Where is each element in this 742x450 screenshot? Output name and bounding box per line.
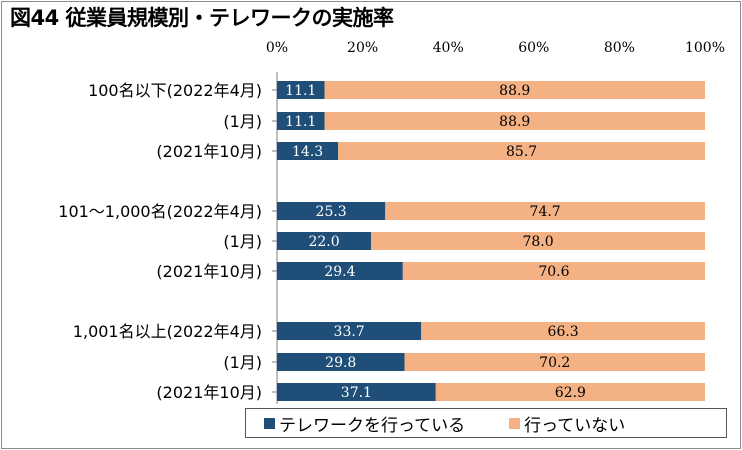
x-tick-label: 100% — [685, 40, 725, 56]
bar-segment — [324, 81, 705, 99]
bar-segment — [277, 142, 339, 160]
bar-segment — [324, 112, 705, 130]
legend-item-doing: テレワークを行っている — [264, 411, 465, 436]
chart-title: 図44 従業員規模別・テレワークの実施率 — [10, 6, 394, 30]
data-label: 29.8 — [325, 355, 356, 371]
bar-segment — [277, 81, 325, 99]
bar-segment — [277, 322, 422, 340]
category-label: (1月) — [223, 232, 262, 251]
bar-segment — [277, 262, 403, 280]
category-label: (2021年10月) — [156, 383, 262, 402]
data-label: 22.0 — [308, 234, 339, 250]
category-label: 1,001名以上(2022年4月) — [73, 322, 262, 341]
data-label: 11.1 — [285, 83, 316, 99]
data-label: 37.1 — [341, 385, 372, 401]
legend-label-not-doing: 行っていない — [524, 415, 626, 436]
data-label: 14.3 — [292, 144, 323, 160]
data-label: 88.9 — [499, 114, 530, 130]
bar-segment — [277, 202, 386, 220]
category-label: (2021年10月) — [156, 142, 262, 161]
data-label: 33.7 — [334, 324, 365, 340]
data-label: 29.4 — [324, 264, 355, 280]
x-tick-label: 80% — [604, 40, 635, 56]
data-label: 70.2 — [539, 355, 570, 371]
data-label: 70.6 — [538, 264, 569, 280]
bar-segment — [371, 232, 705, 250]
data-label: 62.9 — [555, 385, 586, 401]
category-label: 101～1,000名(2022年4月) — [58, 202, 262, 221]
data-label: 78.0 — [522, 234, 553, 250]
x-tick-label: 60% — [518, 40, 549, 56]
bar-segment — [404, 353, 705, 371]
data-label: 66.3 — [548, 324, 579, 340]
legend-swatch-not-doing — [509, 417, 521, 429]
bar-segment — [421, 322, 705, 340]
bar-segment — [277, 112, 325, 130]
x-tick-label: 40% — [433, 40, 464, 56]
legend-swatch-doing — [264, 417, 275, 429]
data-label: 25.3 — [316, 204, 347, 220]
chart-legend: テレワークを行っている 行っていない — [245, 408, 727, 438]
data-label: 11.1 — [285, 114, 316, 130]
bar-segment — [277, 353, 405, 371]
category-label: (1月) — [223, 353, 262, 372]
x-tick-label: 0% — [266, 40, 288, 56]
bar-segment — [435, 383, 705, 401]
bar-segment — [385, 202, 705, 220]
category-label: (2021年10月) — [156, 262, 262, 281]
bar-segment — [402, 262, 705, 280]
bar-segment — [277, 232, 372, 250]
data-label: 85.7 — [506, 144, 537, 160]
category-label: 100名以下(2022年4月) — [88, 81, 262, 100]
legend-item-not-doing: 行っていない — [509, 411, 625, 436]
bar-segment — [277, 383, 436, 401]
data-label: 74.7 — [530, 204, 561, 220]
category-label: (1月) — [223, 112, 262, 131]
legend-label-doing: テレワークを行っている — [279, 415, 466, 436]
x-tick-label: 20% — [347, 40, 378, 56]
bar-segment — [338, 142, 705, 160]
data-label: 88.9 — [499, 83, 530, 99]
